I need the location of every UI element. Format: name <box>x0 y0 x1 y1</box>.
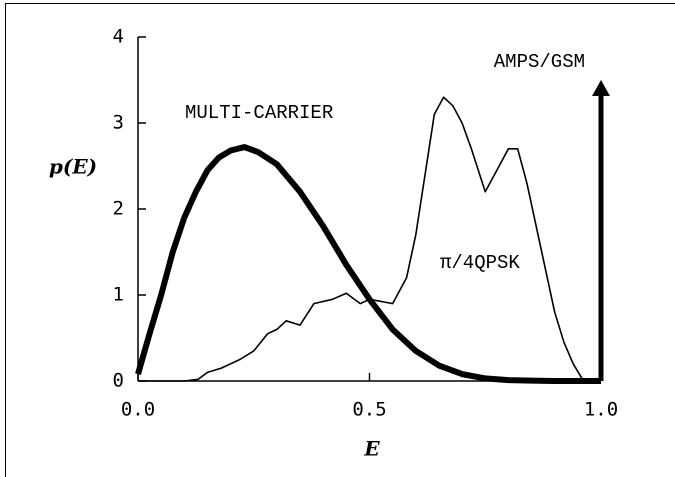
series-label: π/4QPSK <box>440 252 520 274</box>
series-line <box>138 96 602 382</box>
x-tick-label: 0.0 <box>121 399 155 421</box>
x-axis-label: E <box>363 437 380 461</box>
series-line <box>135 144 601 384</box>
y-tick-label: 2 <box>113 198 124 220</box>
frame <box>5 3 675 477</box>
x-tick-label: 0.5 <box>352 399 386 421</box>
y-tick-label: 3 <box>113 112 124 134</box>
spike-head <box>592 80 610 96</box>
y-tick-label: 0 <box>113 370 124 392</box>
series-label: AMPS/GSM <box>494 51 585 73</box>
series-label: MULTI-CARRIER <box>185 102 333 124</box>
y-tick-label: 1 <box>113 284 124 306</box>
x-tick-label: 1.0 <box>584 399 618 421</box>
y-axis-label: p(E) <box>49 155 97 179</box>
y-tick-label: 4 <box>113 26 124 48</box>
